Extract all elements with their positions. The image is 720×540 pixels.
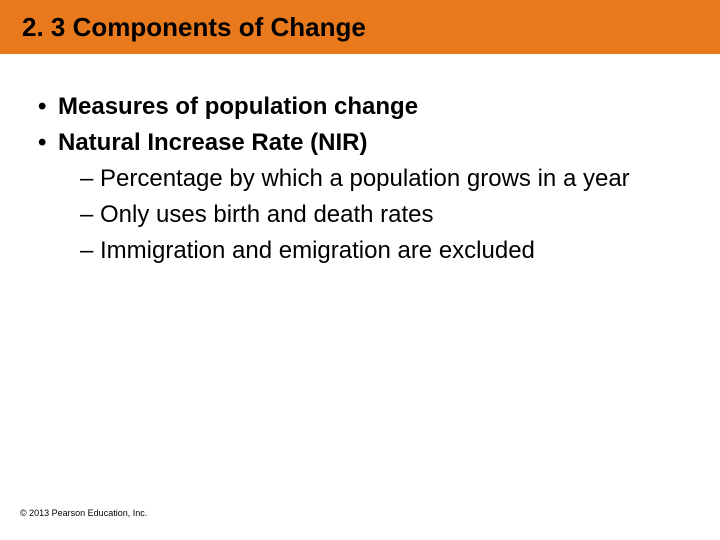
copyright-footer: © 2013 Pearson Education, Inc. — [20, 508, 147, 518]
slide-title: 2. 3 Components of Change — [22, 12, 366, 43]
bullet-level2: Percentage by which a population grows i… — [38, 164, 682, 194]
content-area: Measures of population change Natural In… — [0, 54, 720, 266]
bullet-level2: Only uses birth and death rates — [38, 200, 682, 230]
header-bar: 2. 3 Components of Change — [0, 0, 720, 54]
bullet-level1: Measures of population change — [38, 92, 682, 122]
bullet-level2: Immigration and emigration are excluded — [38, 236, 682, 266]
bullet-level1: Natural Increase Rate (NIR) — [38, 128, 682, 158]
